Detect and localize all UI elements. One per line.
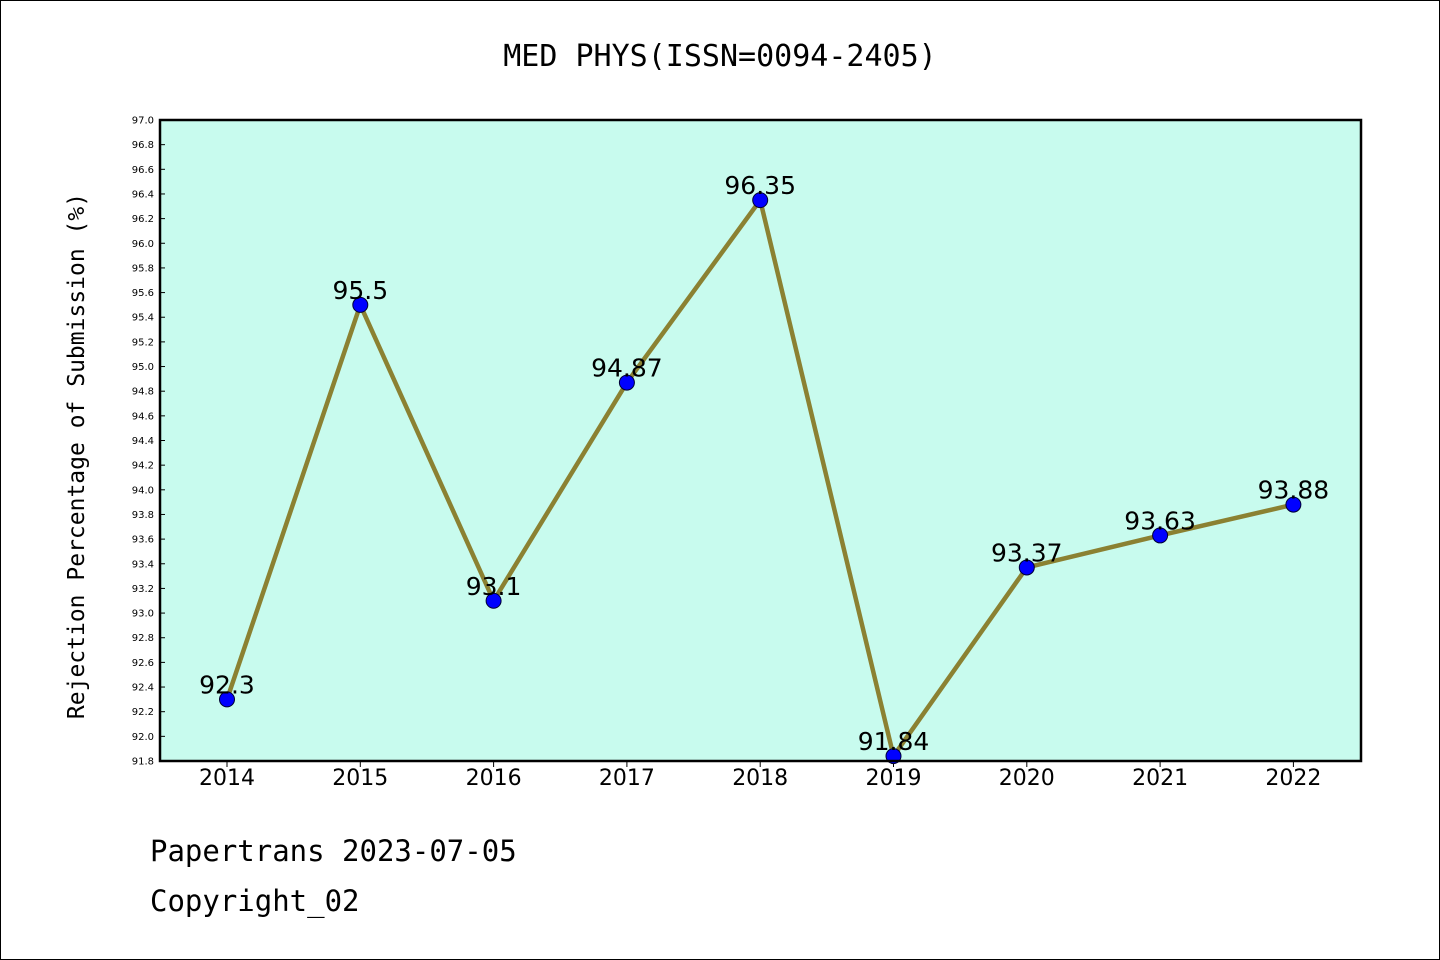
data-label: 96.35	[724, 171, 796, 200]
data-labels: 92.3 95.5 93.1 94.87 96.35 91.84 93.37 93.63 93.…	[199, 171, 1329, 756]
plot-area	[160, 120, 1361, 761]
chart-title: MED PHYS(ISSN=0094-2405)	[503, 39, 936, 74]
data-label: 95.5	[332, 276, 388, 305]
data-point	[352, 296, 369, 313]
y-tick-label: 93.2	[132, 584, 154, 595]
data-label: 93.37	[991, 538, 1063, 567]
y-tick-label: 94.0	[132, 485, 154, 496]
y-tick-label: 91.8	[132, 757, 154, 768]
x-tick-label: 2016	[466, 766, 522, 791]
data-label: 91.84	[858, 727, 930, 756]
x-tick-label: 2020	[999, 766, 1055, 791]
y-tick-label: 93.8	[132, 510, 154, 521]
x-tick-label: 2018	[732, 766, 788, 791]
data-label: 93.1	[466, 572, 522, 601]
y-tick-label: 94.8	[132, 387, 154, 398]
y-tick-label: 94.4	[132, 436, 154, 447]
data-label: 94.87	[591, 354, 663, 383]
y-tick-label: 95.2	[132, 337, 154, 348]
data-point	[1285, 496, 1302, 513]
x-tick-label: 2017	[599, 766, 655, 791]
y-tick-label: 94.2	[132, 461, 154, 472]
x-axis: 2014 2015 2016 2017 2018 2019 2020 2021 2022	[199, 761, 1321, 791]
y-tick-label: 96.0	[132, 239, 154, 250]
data-point	[1018, 559, 1035, 576]
y-tick-label: 96.4	[132, 189, 154, 200]
y-tick-label: 93.6	[132, 535, 154, 546]
x-tick-label: 2022	[1265, 766, 1321, 791]
y-tick-label: 92.6	[132, 658, 154, 669]
data-point	[485, 592, 502, 609]
data-point	[752, 192, 769, 209]
data-label: 92.3	[199, 670, 255, 699]
data-series	[219, 192, 1302, 765]
y-tick-label: 94.6	[132, 411, 154, 422]
data-point	[1152, 527, 1169, 544]
y-tick-label: 92.0	[132, 732, 154, 743]
y-axis: 91.8 92.0 92.2 92.4 92.6 92.8 93.0 93.2 93.4 93.6…	[132, 116, 165, 768]
footer-date: Papertrans 2023-07-05	[150, 834, 517, 868]
y-axis-label: Rejection Percentage of Submission (%)	[64, 193, 90, 719]
y-tick-label: 92.2	[132, 707, 154, 718]
y-tick-label: 92.8	[132, 633, 154, 644]
y-tick-label: 97.0	[132, 116, 154, 127]
data-label: 93.88	[1258, 476, 1330, 505]
x-tick-label: 2019	[866, 766, 922, 791]
y-tick-label: 95.0	[132, 362, 154, 373]
plot-border	[158, 118, 1363, 763]
y-tick-label: 96.6	[132, 165, 154, 176]
y-tick-label: 95.8	[132, 263, 154, 274]
data-label: 93.63	[1124, 506, 1196, 535]
y-tick-label: 95.6	[132, 288, 154, 299]
y-tick-label: 92.4	[132, 683, 154, 694]
x-tick-label: 2014	[199, 766, 255, 791]
y-tick-label: 93.4	[132, 559, 154, 570]
y-tick-label: 96.8	[132, 140, 154, 151]
y-tick-label: 96.2	[132, 214, 154, 225]
y-tick-label: 93.0	[132, 609, 154, 620]
data-point	[618, 374, 635, 391]
x-tick-label: 2021	[1132, 766, 1188, 791]
footer-copyright: Copyright_02	[150, 884, 360, 918]
x-tick-label: 2015	[332, 766, 388, 791]
data-point	[219, 691, 235, 708]
y-tick-label: 95.4	[132, 313, 154, 324]
